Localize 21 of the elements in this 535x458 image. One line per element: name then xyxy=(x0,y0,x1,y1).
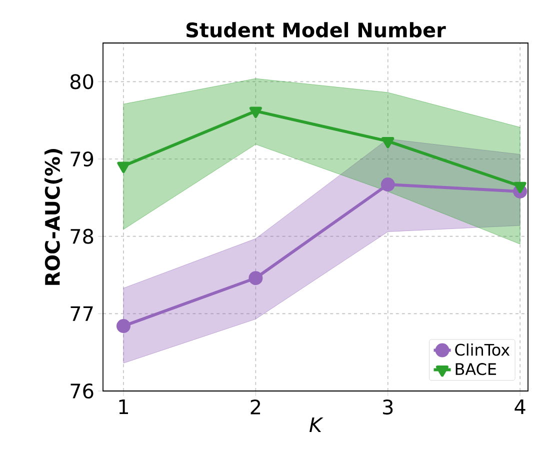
point xyxy=(117,162,130,173)
y-tick-label: 76 xyxy=(70,383,94,399)
legend-label: ClinTox xyxy=(455,343,510,356)
point xyxy=(249,106,262,118)
legend-label: BACE xyxy=(456,363,496,376)
y-tick-label: 77 xyxy=(70,306,93,321)
point xyxy=(380,178,395,192)
y-tick-label: 80 xyxy=(70,74,94,90)
point xyxy=(514,182,526,194)
x-tick-label: 2 xyxy=(250,400,260,414)
y-axis-title: ROC-AUC(%) xyxy=(44,148,62,285)
point xyxy=(382,136,394,148)
point xyxy=(248,271,263,286)
y-tick-label: 78 xyxy=(70,228,94,244)
x-tick-label: 1 xyxy=(119,400,128,414)
chart-title: Student Model Number xyxy=(186,22,446,38)
x-tick-label: 4 xyxy=(514,400,526,414)
x-tick-label: 3 xyxy=(383,400,393,415)
point xyxy=(116,319,130,334)
x-axis-title: K xyxy=(310,417,324,432)
y-tick-label: 79 xyxy=(70,151,94,167)
